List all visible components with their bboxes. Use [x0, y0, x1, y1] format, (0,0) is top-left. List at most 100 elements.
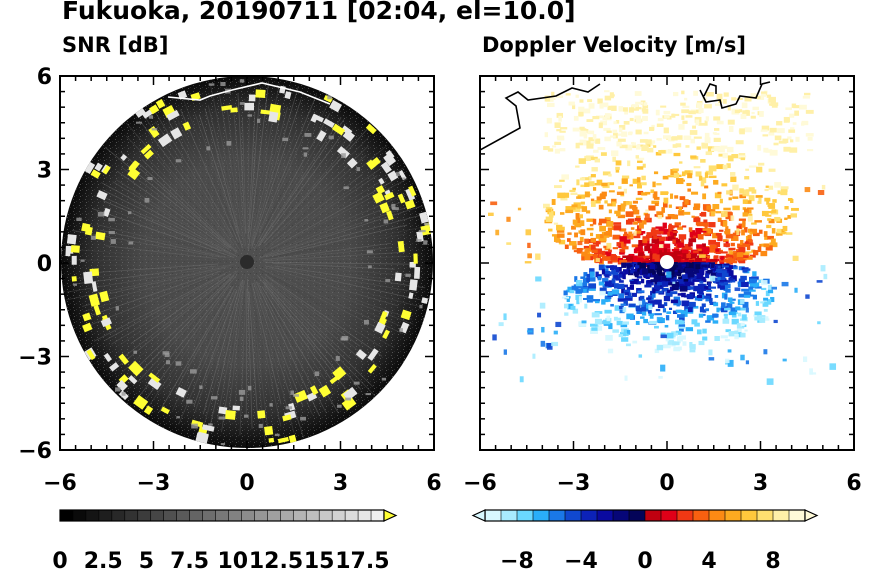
doppler-pixel	[740, 354, 745, 361]
doppler-pixel	[688, 242, 693, 247]
doppler-pixel	[702, 328, 707, 334]
colorbar-swatch	[72, 510, 87, 521]
doppler-pixel	[741, 281, 749, 288]
doppler-pixel	[780, 186, 789, 190]
doppler-pixel	[596, 196, 602, 201]
doppler-pixel	[693, 136, 702, 139]
doppler-pixel	[595, 271, 599, 278]
doppler-pixel	[604, 217, 611, 221]
doppler-pixel	[722, 318, 730, 324]
doppler-pixel	[565, 206, 573, 212]
snr-echo	[128, 360, 144, 377]
doppler-pixel	[664, 324, 669, 328]
doppler-pixel	[765, 214, 772, 217]
doppler-pixel	[639, 295, 645, 301]
doppler-pixel	[816, 280, 823, 283]
doppler-pixel	[651, 293, 656, 298]
doppler-pixel	[578, 321, 587, 327]
doppler-pixel	[763, 309, 768, 312]
doppler-pixel	[572, 104, 576, 110]
doppler-pixel	[708, 222, 716, 228]
doppler-pixel	[579, 282, 588, 289]
doppler-pixel	[585, 210, 591, 214]
snr-ray	[147, 286, 231, 409]
doppler-pixel	[741, 314, 747, 321]
doppler-pixel	[734, 287, 741, 292]
doppler-pixel	[559, 179, 565, 182]
doppler-pixel	[767, 235, 774, 240]
doppler-pixel	[629, 204, 637, 209]
doppler-pixel	[681, 239, 685, 244]
doppler-pixel	[526, 330, 533, 333]
doppler-pixel	[736, 257, 744, 261]
doppler-pixel	[632, 209, 640, 215]
doppler-pixel	[613, 225, 622, 231]
doppler-pixel	[623, 300, 628, 306]
doppler-pixel	[626, 269, 631, 272]
doppler-pixel	[596, 179, 603, 184]
doppler-pixel	[579, 126, 585, 130]
doppler-pixel	[629, 284, 634, 290]
doppler-pixel	[809, 368, 813, 375]
doppler-pixel	[620, 249, 625, 253]
doppler-pixel	[673, 256, 682, 260]
colorbar-tick-label: −8	[500, 549, 534, 570]
snr-speck	[423, 317, 430, 321]
snr-ray	[241, 117, 247, 234]
snr-ray	[249, 273, 282, 427]
doppler-pixel	[678, 210, 685, 216]
doppler-pixel	[682, 105, 690, 108]
doppler-pixel	[622, 107, 628, 112]
doppler-pixel	[641, 278, 645, 284]
colorbar-tick-label: 10	[217, 549, 248, 570]
doppler-pixel	[762, 134, 769, 137]
doppler-pixel	[748, 209, 752, 214]
snr-ray	[248, 291, 259, 419]
snr-speck	[399, 328, 403, 332]
doppler-pixel	[710, 272, 718, 277]
doppler-pixel	[671, 113, 676, 118]
doppler-pixel	[709, 244, 717, 249]
snr-ray	[181, 95, 243, 251]
doppler-pixel	[716, 164, 724, 170]
doppler-pixel	[780, 191, 788, 196]
doppler-pixel	[653, 171, 659, 175]
snr-echo	[109, 362, 120, 372]
doppler-pixel	[731, 279, 736, 283]
snr-speck	[303, 152, 308, 157]
doppler-pixel	[656, 260, 661, 264]
snr-ray	[88, 263, 219, 274]
snr-speck	[282, 137, 289, 142]
doppler-pixel	[746, 255, 753, 260]
doppler-pixel	[763, 243, 770, 248]
doppler-pixel	[744, 213, 753, 216]
snr-echo	[147, 377, 162, 391]
snr-ray	[263, 242, 391, 261]
snr-ray	[97, 224, 231, 259]
snr-speck	[239, 396, 244, 401]
doppler-pixel	[681, 300, 690, 307]
doppler-pixel	[715, 211, 722, 214]
doppler-pixel	[617, 214, 626, 219]
doppler-pixel	[736, 328, 742, 333]
doppler-pixel	[638, 354, 643, 358]
doppler-pixel	[641, 145, 649, 152]
doppler-pixel	[567, 232, 572, 235]
doppler-pixel	[710, 211, 716, 217]
snr-echo	[309, 385, 319, 396]
snr-ray	[226, 108, 246, 250]
doppler-pixel	[641, 299, 646, 303]
doppler-pixel	[578, 111, 584, 117]
doppler-pixel	[698, 175, 703, 181]
doppler-pixel	[649, 233, 657, 236]
doppler-pixel	[633, 271, 640, 276]
doppler-pixel	[752, 250, 759, 256]
radar-site-marker	[240, 255, 254, 269]
doppler-pixel	[672, 214, 679, 220]
doppler-pixel	[748, 165, 757, 168]
doppler-pixel	[629, 184, 633, 187]
doppler-pixel	[559, 212, 565, 215]
doppler-pixel	[569, 289, 575, 294]
doppler-pixel	[657, 282, 662, 286]
doppler-pixel	[535, 276, 542, 282]
